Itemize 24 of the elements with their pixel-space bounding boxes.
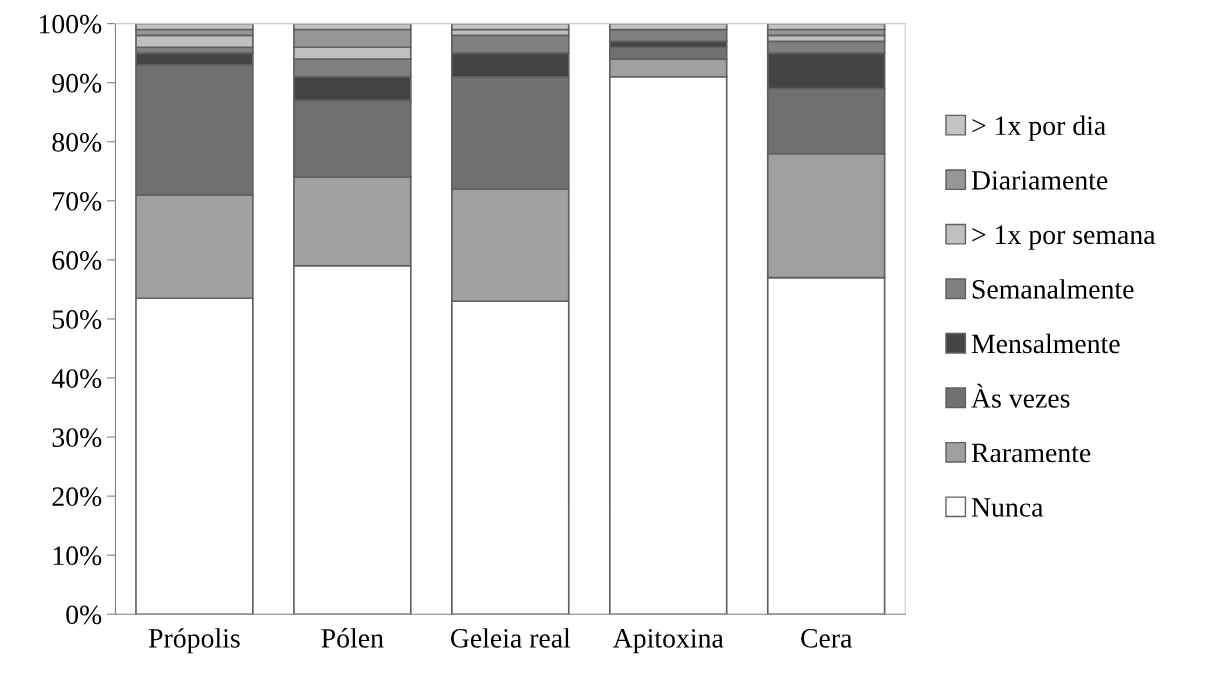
legend-label: Nunca bbox=[971, 498, 1044, 517]
y-tick-label: 20% bbox=[52, 487, 102, 507]
x-tick-label: Pólen bbox=[321, 628, 384, 648]
y-tick-label: 80% bbox=[52, 132, 102, 152]
y-tick-label: 70% bbox=[53, 191, 102, 211]
x-tick-label: Geleia real bbox=[450, 628, 571, 648]
legend-label: Semanalmente bbox=[972, 279, 1134, 299]
y-tick-label: 10% bbox=[53, 546, 102, 566]
legend-label: > 1x por semana bbox=[972, 225, 1156, 250]
x-tick-label: Apitoxina bbox=[612, 629, 724, 654]
y-tick-label: 40% bbox=[51, 369, 102, 388]
legend-label: Raramente bbox=[971, 443, 1091, 463]
y-tick-label: 60% bbox=[52, 251, 102, 270]
y-tick-label: 0% bbox=[66, 605, 102, 625]
y-tick-label: 90% bbox=[52, 73, 102, 93]
y-tick-label: 100% bbox=[39, 14, 102, 34]
legend-label: Mensalmente bbox=[971, 333, 1120, 354]
x-tick-label: Própolis bbox=[148, 628, 240, 654]
legend-label: Às vezes bbox=[971, 383, 1070, 408]
y-tick-label: 30% bbox=[52, 428, 102, 448]
legend-label: > 1x por dia bbox=[972, 115, 1106, 141]
x-tick-label: Cera bbox=[801, 629, 853, 648]
y-tick-label: 50% bbox=[52, 310, 102, 329]
legend-label: Diariamente bbox=[971, 170, 1108, 190]
